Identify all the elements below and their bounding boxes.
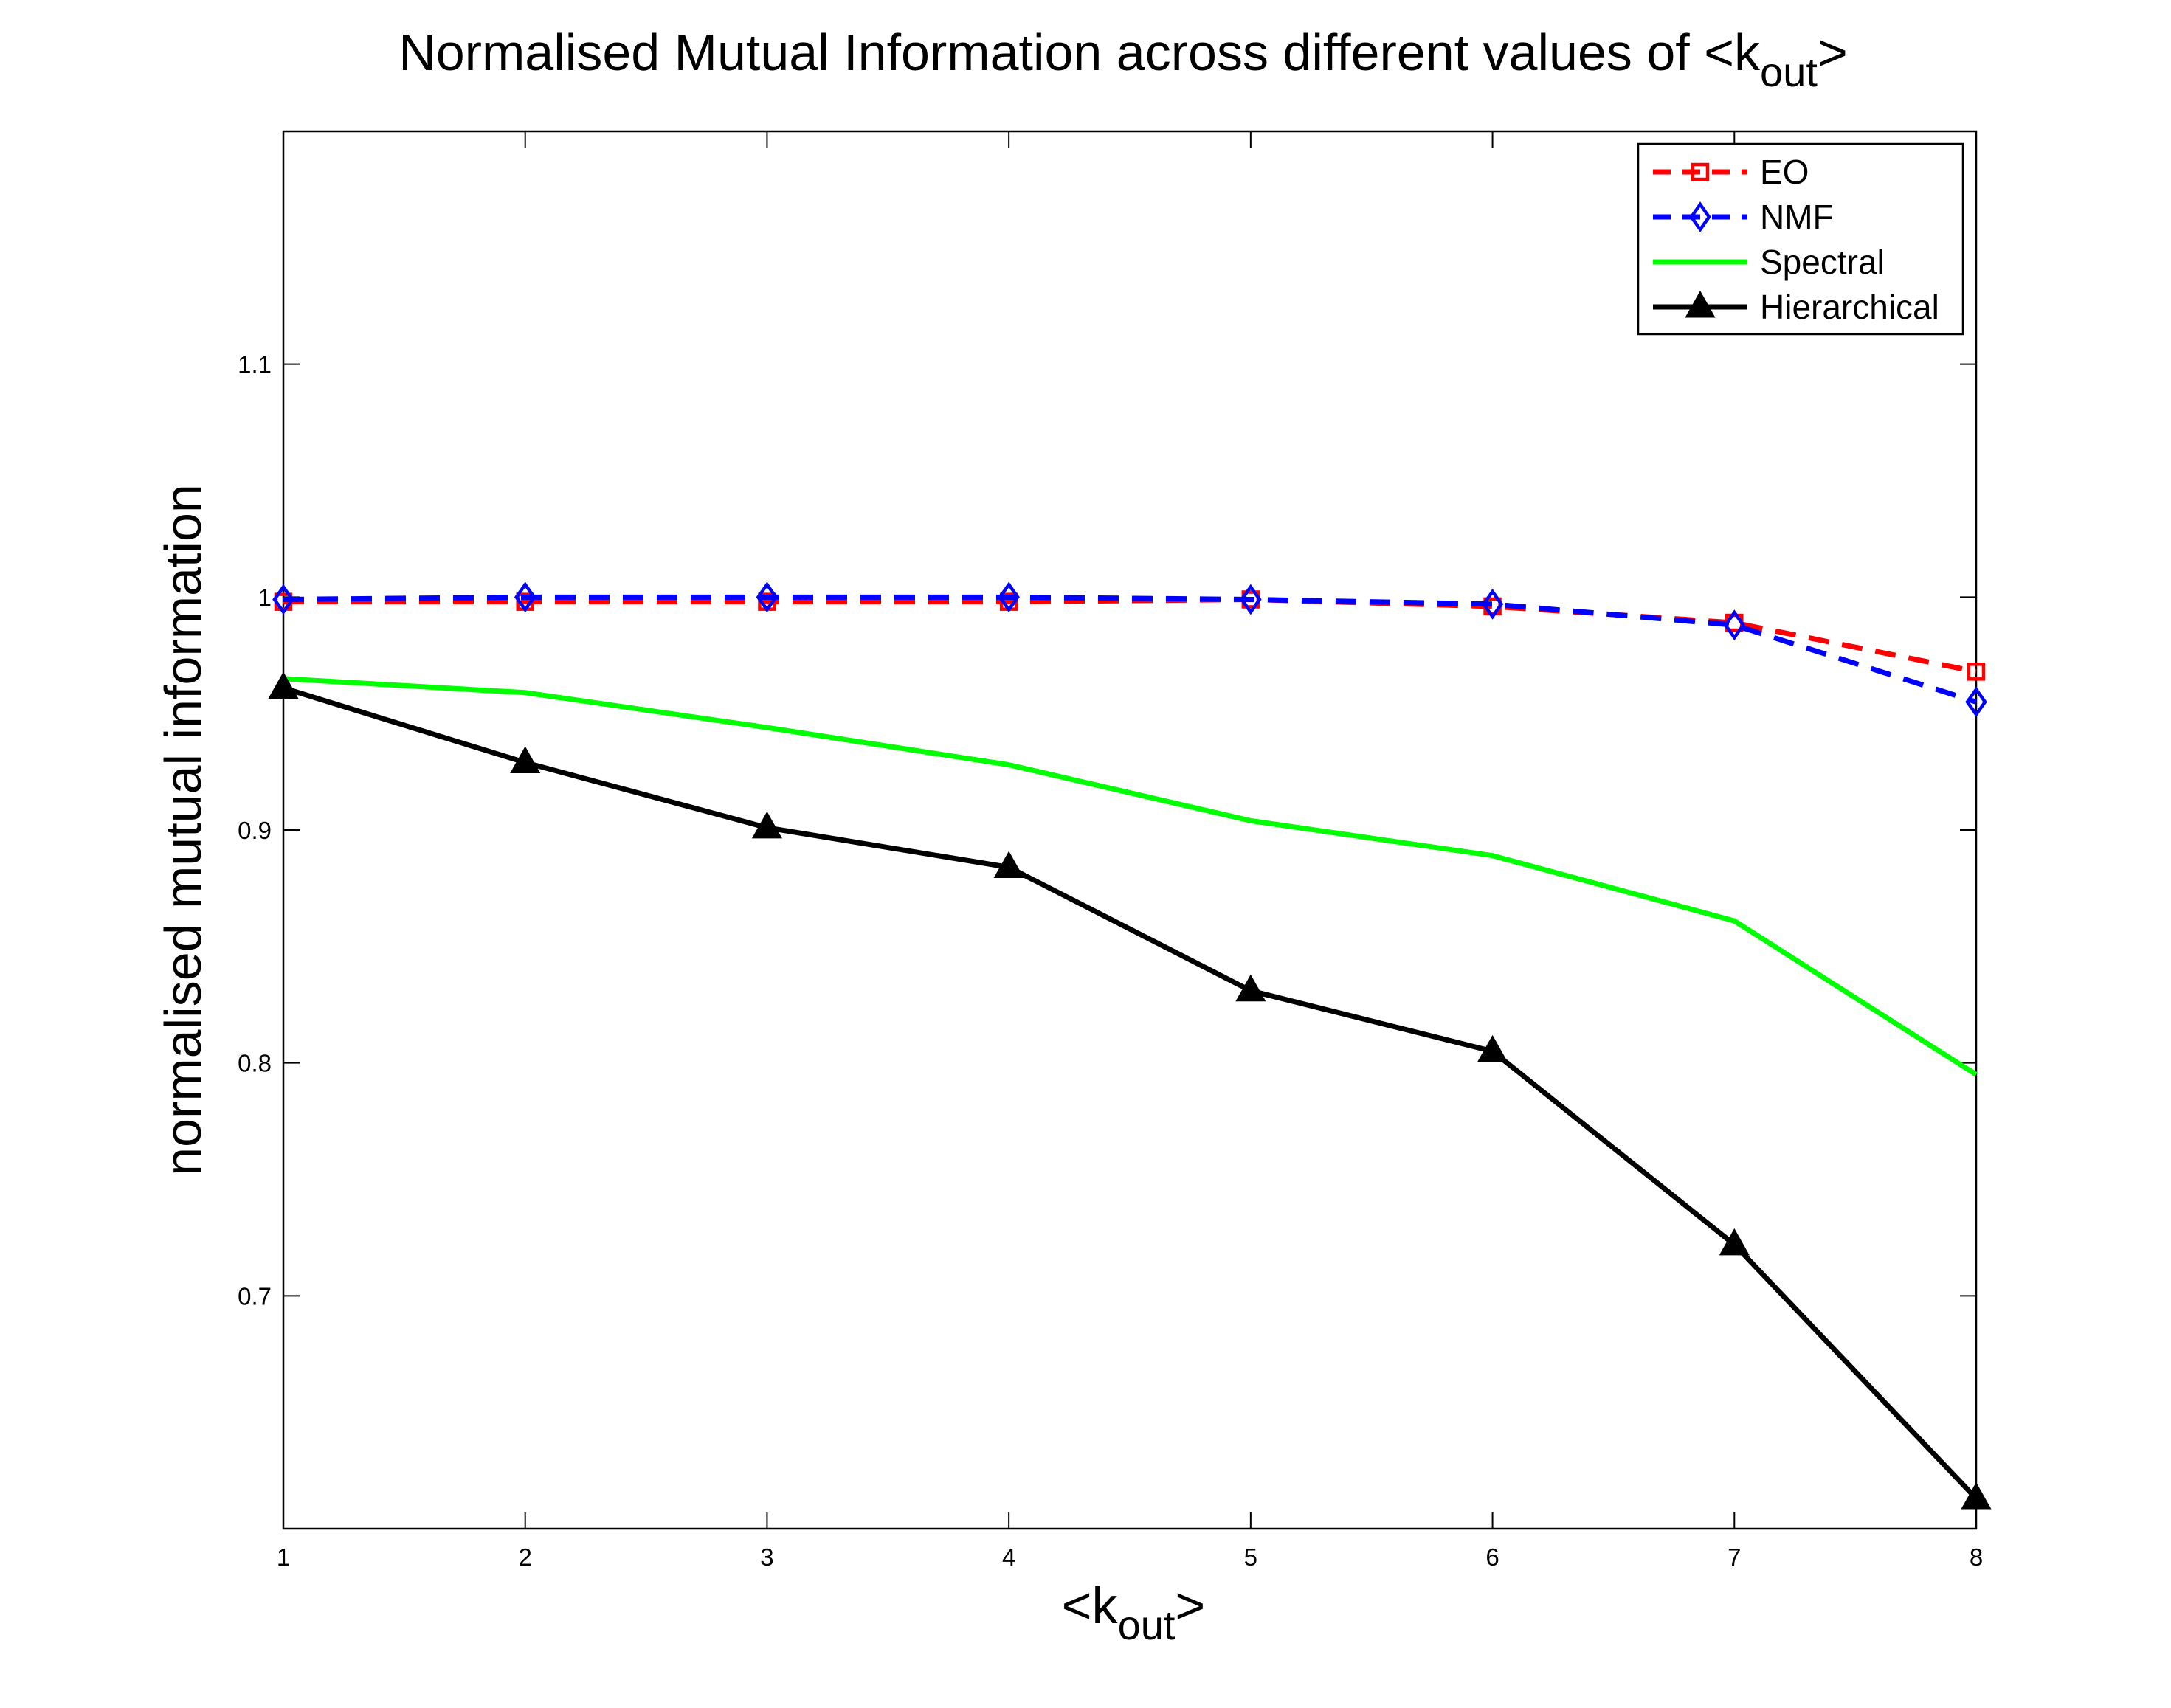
data-point: [272, 584, 294, 615]
series-line: [283, 594, 1978, 705]
legend-marker: [1691, 162, 1710, 181]
data-point: [998, 581, 1020, 613]
legend-label: Spectral: [1760, 243, 1885, 281]
axis-ticks: [283, 131, 1977, 1529]
legend: EO NMF Spectral Hierarchical: [1637, 142, 1964, 336]
y-axis-label: normalised mutual information: [154, 484, 212, 1176]
y-tick-label: 0.9: [238, 817, 272, 844]
series-nmf: [272, 581, 1987, 718]
chart-title: Normalised Mutual Information across dif…: [398, 24, 1848, 95]
series-layer: [268, 581, 1992, 1510]
legend-marker: [1689, 201, 1711, 232]
legend-item-hierarchical: Hierarchical: [1653, 288, 1939, 326]
x-tick-label: 5: [1244, 1543, 1257, 1571]
data-point: [756, 581, 779, 613]
legend-label: Hierarchical: [1760, 288, 1939, 326]
x-tick-label: 6: [1485, 1543, 1499, 1571]
series-line: [282, 685, 1978, 1501]
legend-label: EO: [1760, 153, 1809, 191]
data-point: [1967, 663, 1986, 681]
x-tick-label: 8: [1970, 1543, 1983, 1571]
data-point: [751, 811, 782, 839]
data-point: [514, 581, 536, 613]
data-point: [993, 851, 1024, 879]
data-point: [1723, 609, 1746, 641]
y-tick-label: 1.1: [238, 351, 272, 378]
legend-marker: [1685, 290, 1716, 318]
x-tick-label: 3: [760, 1543, 773, 1571]
data-point: [1477, 1034, 1508, 1062]
legend-label: NMF: [1760, 198, 1834, 236]
x-tick-label: 7: [1728, 1543, 1741, 1571]
x-axis-label: <kout>: [1062, 1577, 1206, 1648]
data-point: [1961, 1481, 1992, 1510]
legend-item-spectral: Spectral: [1653, 243, 1885, 281]
y-tick-label: 0.7: [238, 1282, 272, 1310]
y-tick-label: 0.8: [238, 1050, 272, 1077]
x-tick-label: 1: [277, 1543, 290, 1571]
legend-item-nmf: NMF: [1653, 198, 1834, 236]
data-point: [1965, 686, 1987, 718]
x-tick-label: 2: [519, 1543, 532, 1571]
data-point: [268, 671, 299, 699]
x-tick-label: 4: [1002, 1543, 1015, 1571]
legend-item-eo: EO: [1653, 153, 1809, 191]
series-spectral: [283, 676, 1978, 1077]
y-tick-label: 1: [258, 584, 272, 611]
data-point: [1719, 1228, 1750, 1256]
axis-tick-labels: 1 2 3 4 5 6 7 8 0.7 0.8 0.9 1 1.1: [238, 351, 1983, 1571]
data-point: [1235, 974, 1266, 1002]
data-point: [510, 746, 541, 773]
data-point: [1481, 588, 1504, 620]
series-hierarchical: [268, 671, 1992, 1510]
series-line: [283, 676, 1978, 1077]
data-point: [1240, 584, 1262, 615]
